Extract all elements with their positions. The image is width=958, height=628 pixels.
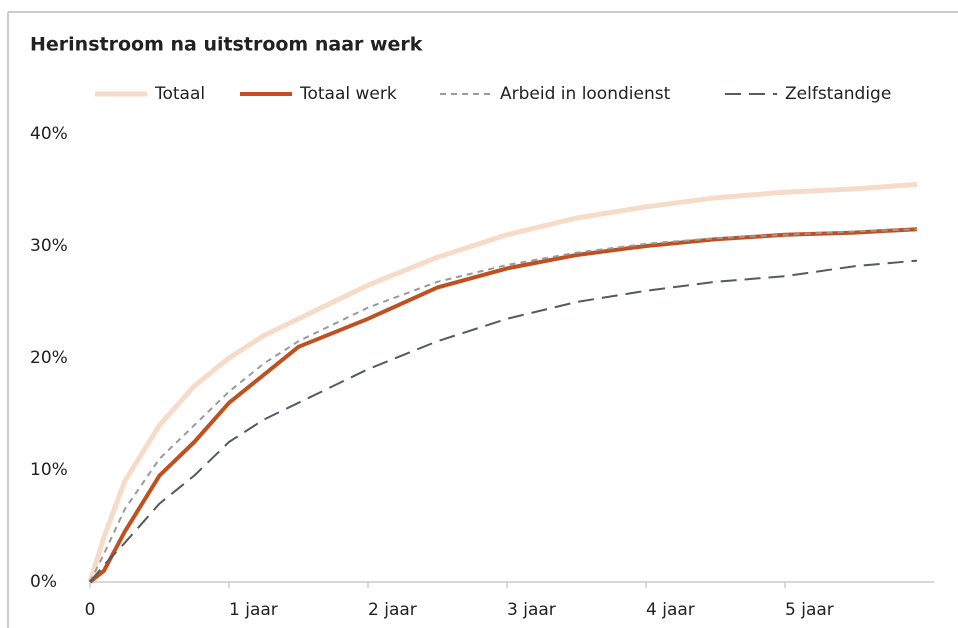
y-tick-label: 40% [30, 124, 68, 144]
series-line [89, 228, 918, 583]
x-tick-label: 0 [85, 600, 96, 620]
series-line [88, 227, 918, 584]
legend-label: Totaal werk [299, 84, 397, 104]
x-tick-label: 2 jaar [368, 600, 417, 620]
y-tick-label: 10% [30, 460, 68, 480]
x-tick-label: 4 jaar [646, 600, 695, 620]
legend-label: Totaal [154, 84, 205, 104]
legend-label: Arbeid in loondienst [500, 84, 671, 104]
y-tick-label: 30% [30, 236, 68, 256]
legend-label: Zelfstandige [785, 84, 891, 104]
series-line [89, 259, 918, 583]
series-line [87, 181, 918, 583]
x-tick-label: 1 jaar [229, 600, 278, 620]
x-tick-label: 3 jaar [507, 600, 556, 620]
y-tick-label: 0% [30, 572, 57, 592]
x-tick-label: 5 jaar [785, 600, 834, 620]
chart-title: Herinstroom na uitstroom naar werk [30, 34, 423, 56]
y-tick-label: 20% [30, 348, 68, 368]
